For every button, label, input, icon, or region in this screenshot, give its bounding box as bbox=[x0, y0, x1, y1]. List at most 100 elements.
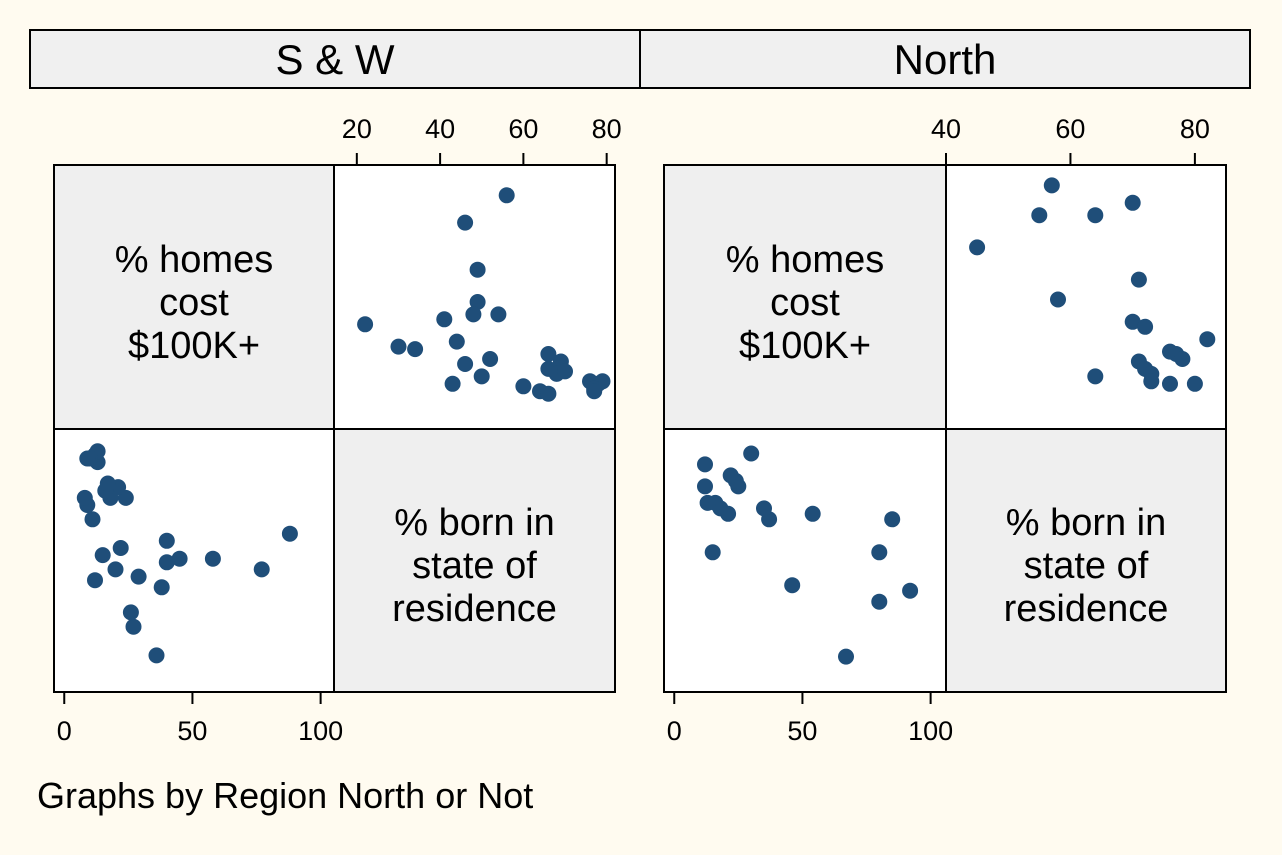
top-axis-tick-label: 80 bbox=[1180, 114, 1210, 144]
point-homes-vs-born bbox=[1199, 331, 1216, 348]
point-homes-vs-born bbox=[586, 383, 603, 400]
bottom-axis-tick-label: 100 bbox=[908, 716, 953, 746]
diagonal-label-line: % homes bbox=[115, 239, 273, 281]
point-homes-vs-born bbox=[444, 375, 461, 392]
point-born-vs-homes bbox=[130, 568, 147, 585]
top-axis-tick-label: 60 bbox=[1055, 114, 1085, 144]
diagonal-label-homes: % homes cost $100K+ bbox=[726, 239, 884, 367]
point-homes-vs-born bbox=[557, 363, 573, 380]
point-born-vs-homes bbox=[884, 511, 901, 528]
point-born-vs-homes bbox=[902, 582, 919, 599]
diagonal-cell-homes bbox=[54, 165, 334, 429]
point-born-vs-homes bbox=[699, 494, 716, 511]
point-born-vs-homes bbox=[158, 554, 175, 571]
point-born-vs-homes bbox=[704, 544, 721, 561]
point-homes-vs-born bbox=[1050, 291, 1066, 308]
diagonal-label-born: % born in state of residence bbox=[392, 502, 557, 630]
point-homes-vs-born bbox=[390, 338, 407, 355]
point-homes-vs-born bbox=[1043, 177, 1060, 194]
point-homes-vs-born bbox=[1186, 375, 1203, 392]
point-homes-vs-born bbox=[969, 239, 986, 256]
diagonal-label-born: % born in state of residence bbox=[1004, 502, 1169, 630]
diagonal-label-line: % born in bbox=[394, 502, 555, 544]
diagonal-label-line: residence bbox=[392, 588, 557, 630]
point-born-vs-homes bbox=[76, 489, 93, 506]
point-born-vs-homes bbox=[153, 579, 170, 596]
top-axis-tick-label: 80 bbox=[592, 114, 622, 144]
point-born-vs-homes bbox=[697, 478, 713, 495]
panel-strip bbox=[29, 29, 641, 89]
diagonal-cell-homes bbox=[664, 165, 946, 429]
point-homes-vs-born bbox=[1137, 318, 1154, 335]
point-homes-vs-born bbox=[540, 385, 557, 402]
diagonal-label-line: cost bbox=[159, 282, 229, 324]
point-homes-vs-born bbox=[515, 378, 532, 395]
point-born-vs-homes bbox=[112, 540, 129, 556]
point-homes-vs-born bbox=[1124, 313, 1141, 330]
plot-cell-born-vs-homes bbox=[664, 429, 946, 692]
top-axis-tick-label: 20 bbox=[342, 114, 372, 144]
diagonal-label-line: state of bbox=[412, 545, 537, 587]
diagonal-label-line: state of bbox=[1024, 545, 1149, 587]
point-homes-vs-born bbox=[1031, 207, 1048, 224]
bottom-axis-tick-label: 100 bbox=[298, 716, 343, 746]
point-born-vs-homes bbox=[722, 467, 739, 484]
point-born-vs-homes bbox=[107, 561, 124, 578]
diagonal-label-line: % homes bbox=[726, 239, 884, 281]
point-born-vs-homes bbox=[204, 550, 221, 567]
point-born-vs-homes bbox=[838, 648, 854, 665]
top-axis-tick-label: 40 bbox=[931, 114, 961, 144]
diagonal-label-homes: % homes cost $100K+ bbox=[115, 239, 273, 367]
plot-cell-homes-vs-born bbox=[946, 165, 1226, 429]
bottom-axis-tick-label: 50 bbox=[787, 716, 817, 746]
bottom-axis-tick-label: 0 bbox=[57, 716, 72, 746]
diagonal-label-line: cost bbox=[770, 282, 840, 324]
panel-strip bbox=[639, 29, 1251, 89]
point-born-vs-homes bbox=[125, 618, 142, 635]
point-homes-vs-born bbox=[448, 333, 465, 350]
graphs-by-note: Graphs by Region North or Not bbox=[37, 775, 533, 816]
point-homes-vs-born bbox=[407, 341, 424, 358]
top-axis-tick-label: 60 bbox=[508, 114, 538, 144]
point-homes-vs-born bbox=[1174, 351, 1191, 367]
panel-s-w: S & W % homes cost $100K+ % born in state of r… bbox=[29, 29, 641, 746]
point-born-vs-homes bbox=[756, 500, 772, 517]
diagonal-label-line: % born in bbox=[1006, 502, 1167, 544]
diagonal-cell-born bbox=[334, 429, 615, 692]
point-born-vs-homes bbox=[784, 577, 801, 594]
point-born-vs-homes bbox=[804, 505, 821, 522]
point-homes-vs-born bbox=[436, 311, 453, 328]
point-born-vs-homes bbox=[99, 475, 116, 492]
point-born-vs-homes bbox=[122, 604, 139, 621]
point-born-vs-homes bbox=[148, 647, 165, 664]
point-homes-vs-born bbox=[473, 368, 490, 385]
point-homes-vs-born bbox=[482, 351, 499, 367]
point-homes-vs-born bbox=[1124, 194, 1141, 211]
point-born-vs-homes bbox=[871, 544, 888, 561]
point-born-vs-homes bbox=[281, 525, 298, 542]
point-homes-vs-born bbox=[540, 346, 557, 362]
point-homes-vs-born bbox=[1087, 207, 1104, 224]
point-born-vs-homes bbox=[158, 532, 175, 549]
point-homes-vs-born bbox=[469, 261, 486, 278]
diagonal-label-line: $100K+ bbox=[739, 325, 871, 367]
point-homes-vs-born bbox=[1143, 373, 1160, 390]
panel-strip-label: North bbox=[894, 36, 997, 83]
point-homes-vs-born bbox=[465, 306, 482, 323]
bottom-axis-tick-label: 50 bbox=[177, 716, 207, 746]
point-homes-vs-born bbox=[457, 214, 474, 231]
point-homes-vs-born bbox=[357, 316, 374, 333]
point-born-vs-homes bbox=[79, 450, 96, 467]
point-homes-vs-born bbox=[469, 294, 486, 310]
point-born-vs-homes bbox=[253, 561, 270, 578]
point-born-vs-homes bbox=[871, 593, 888, 610]
point-born-vs-homes bbox=[743, 445, 760, 462]
panel-strip-label: S & W bbox=[275, 36, 394, 83]
panel-north: North % homes cost $100K+ % born in state of r… bbox=[639, 29, 1251, 746]
point-homes-vs-born bbox=[490, 306, 507, 323]
diagonal-label-line: $100K+ bbox=[128, 325, 260, 367]
point-homes-vs-born bbox=[498, 187, 515, 204]
point-homes-vs-born bbox=[457, 356, 474, 372]
point-born-vs-homes bbox=[697, 456, 713, 473]
